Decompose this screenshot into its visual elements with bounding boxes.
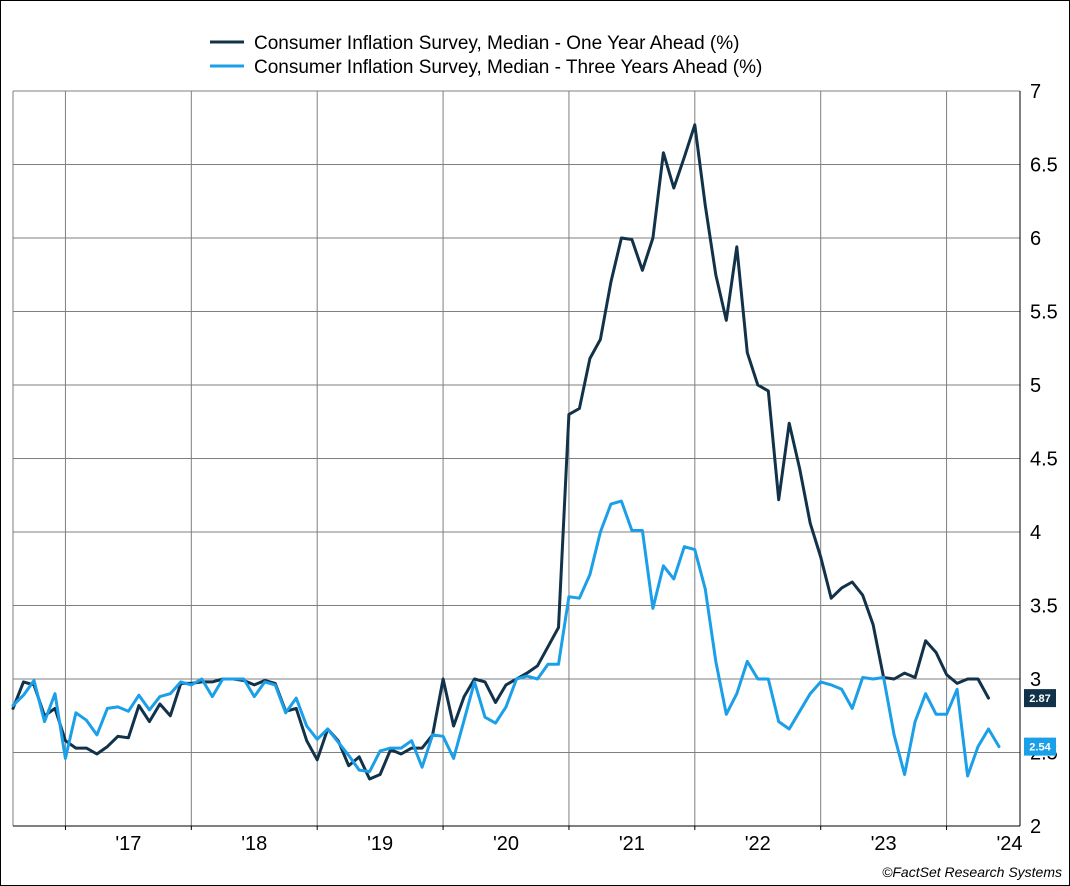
y-tick-label: 3.5 [1030, 596, 1058, 618]
series-line-1 [11, 123, 990, 781]
y-axis-tick-labels: 22.533.544.555.566.57 [1030, 81, 1058, 838]
source-note: ©FactSet Research Systems [882, 864, 1062, 880]
x-tick-label: '20 [493, 833, 519, 855]
last-value-badges: 2.87 2.54 [1024, 689, 1056, 756]
legend-label-2: Consumer Inflation Survey, Median - Thre… [254, 57, 762, 78]
y-tick-label: 4.5 [1030, 449, 1058, 471]
legend-label-1: Consumer Inflation Survey, Median - One … [254, 33, 739, 54]
y-tick-label: 6.5 [1030, 155, 1058, 177]
y-tick-label: 6 [1030, 228, 1041, 250]
y-tick-label: 3 [1030, 669, 1041, 691]
x-axis-tick-labels: '17 '18 '19 '20 '21 '22 '23 '24 [115, 833, 1022, 855]
y-tick-label: 5 [1030, 375, 1041, 397]
y-tick-label: 5.5 [1030, 302, 1058, 324]
x-tick-label: '22 [745, 833, 771, 855]
x-tick-label: '17 [115, 833, 141, 855]
last-value-label-2: 2.54 [1029, 742, 1051, 754]
y-tick-label: 7 [1030, 81, 1041, 103]
x-tick-label: '21 [619, 833, 645, 855]
y-tick-label: 4 [1030, 522, 1041, 544]
grid-lines [12, 90, 1021, 830]
last-value-badge-1 [1024, 689, 1056, 708]
x-tick-label: '23 [871, 833, 897, 855]
x-tick-label: '24 [996, 833, 1022, 855]
y-tick-label: 2 [1030, 816, 1041, 838]
series-line-2 [11, 499, 1001, 778]
last-value-badge-2 [1024, 737, 1056, 756]
x-tick-label: '18 [241, 833, 267, 855]
last-value-label-1: 2.87 [1029, 693, 1050, 705]
legend: Consumer Inflation Survey, Median - One … [210, 33, 762, 78]
x-tick-label: '19 [367, 833, 393, 855]
series-lines [11, 123, 1001, 781]
